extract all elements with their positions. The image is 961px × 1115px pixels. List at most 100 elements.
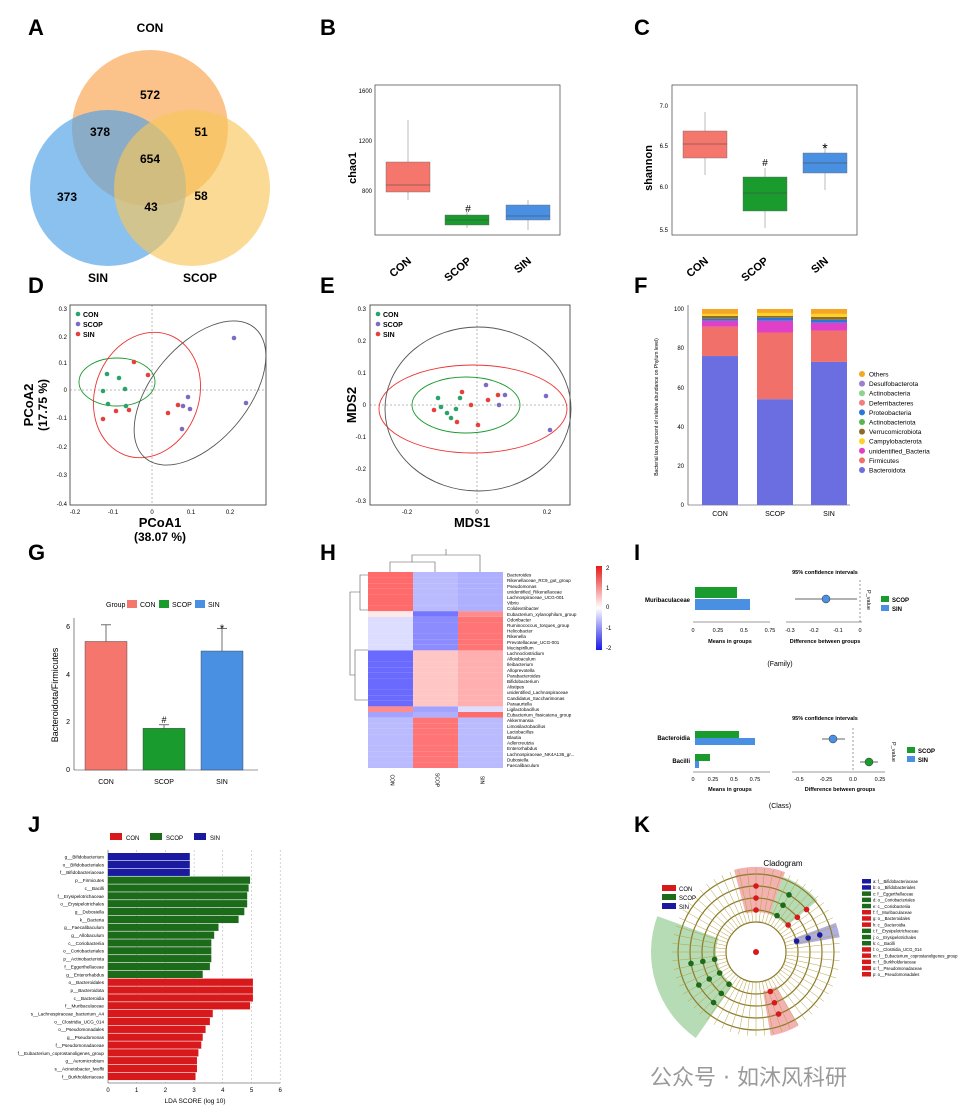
tick-label: 2: [66, 719, 70, 726]
panel-label-a: A: [28, 15, 44, 40]
venn-count: 58: [194, 189, 208, 203]
bar-segment: [702, 318, 738, 321]
tick-label: 800: [362, 189, 373, 195]
legend-label: SCOP: [83, 322, 103, 329]
heatmap-cell: [458, 633, 503, 640]
point-sin: [231, 335, 237, 341]
heatmap-cell: [368, 712, 413, 718]
point-sin: [180, 403, 186, 409]
x-tick-label: SCOP: [765, 511, 785, 518]
legend-label: m: f__Eubacterium_coprostanoligenes_grou…: [873, 953, 958, 958]
row-label: Lactobacillus: [507, 729, 534, 734]
heatmap-cell: [458, 751, 503, 757]
cladogram-branch: [781, 909, 829, 938]
point-con: [104, 371, 110, 377]
row-label: Limosilactobacillus: [507, 724, 546, 729]
heatmap-cell: [458, 572, 503, 578]
heatmap-cell: [368, 644, 413, 651]
tick-label: 5.5: [660, 228, 669, 234]
x-axis-label: MDS1: [454, 515, 490, 530]
heatmap-cell: [368, 656, 413, 662]
ellipse-scop: [93, 331, 201, 459]
bar-segment: [757, 309, 793, 313]
heatmap-cell: [413, 572, 458, 578]
x-tick-label: SIN: [512, 255, 534, 276]
significance-marker: #: [161, 715, 166, 725]
cladogram-branch: [713, 879, 742, 927]
ellipse-con: [411, 376, 521, 434]
row-label: p__Actinobacteriota: [63, 957, 104, 962]
tick-label: 0.2: [59, 335, 68, 341]
legend-label: d: o__Coriobacteriales: [873, 898, 915, 903]
bar-sin: [200, 650, 244, 771]
cladogram-node: [688, 960, 694, 967]
row-label: Faecalibaculum: [507, 763, 539, 768]
point-scop: [495, 392, 501, 398]
point-sin: [243, 400, 249, 406]
tick-label: 0.1: [59, 361, 68, 367]
heatmap-cell: [458, 616, 503, 623]
heatmap-cell: [413, 728, 458, 735]
cladogram-branch: [699, 889, 737, 930]
tick-label: 5: [250, 1088, 254, 1094]
heatmap-cell: [368, 678, 413, 684]
heatmap-cell: [368, 728, 413, 735]
heatmap-cell: [368, 622, 413, 628]
cladogram-branch: [775, 974, 813, 1015]
heatmap-cell: [413, 740, 458, 746]
cladogram-node: [786, 892, 792, 898]
venn-label-sin: SIN: [88, 271, 108, 285]
tick-label: 4: [221, 1088, 225, 1094]
row-label: c__Coriobacteriia: [68, 941, 104, 946]
legend-swatch-con: [127, 600, 137, 608]
y-axis-label: MDS2: [344, 387, 359, 423]
row-label: s__Acinetobacter_lwoffii: [55, 1066, 104, 1071]
x-tick-label: SIN: [216, 779, 228, 786]
row-label: k__Bacteria: [80, 917, 105, 922]
x-tick-label: SCOP: [154, 779, 174, 786]
row-label: Ligilactobacillus: [507, 707, 540, 712]
bar-segment: [702, 326, 738, 357]
lda-bar: [108, 939, 212, 947]
heatmap-cell: [458, 583, 503, 589]
legend-swatch: [859, 447, 865, 454]
legend-swatch-con: [75, 311, 81, 317]
heatmap-cell: [368, 756, 413, 763]
bar-con: [84, 641, 128, 771]
legend-label: b: o__Bifidobacteriales: [873, 885, 915, 890]
heatmap-cell: [368, 762, 413, 768]
heatmap-cell: [458, 639, 503, 645]
heatmap-cell: [368, 695, 413, 701]
panel-label-h: H: [320, 540, 336, 565]
lda-bar: [108, 1072, 196, 1081]
point-con: [438, 404, 444, 410]
axis-label: Difference between groups: [790, 639, 861, 645]
significance-marker: #: [762, 158, 768, 169]
point-sin: [543, 393, 549, 399]
bar-scop: [695, 587, 737, 598]
heatmap-cell: [458, 672, 503, 679]
tick-label: -0.1: [57, 416, 68, 422]
heatmap-cell: [413, 756, 458, 763]
bar-scop: [695, 754, 710, 761]
cladogram-node: [771, 999, 778, 1006]
tick-label: 0.25: [875, 777, 886, 783]
panel-label-k: K: [634, 812, 650, 837]
cladogram-branch: [729, 980, 747, 1032]
cladogram-branch: [761, 869, 774, 923]
legend-label: SCOP: [172, 602, 192, 609]
legend-label: j: o__Erysipelotrichales: [872, 935, 916, 940]
bar-segment: [811, 361, 847, 505]
legend-swatch-scop: [662, 894, 676, 900]
tick-label: -0.1: [833, 628, 842, 634]
row-label: Ruminococcus_torques_group: [507, 623, 570, 628]
taxon-level-label: (Class): [769, 803, 791, 810]
tick-label: -0.3: [785, 628, 794, 634]
legend-label: Deferribacteres: [869, 400, 914, 407]
bar-segment: [811, 309, 847, 314]
legend-swatch-scop: [75, 321, 81, 327]
point-con: [105, 401, 111, 407]
ellipse-sin: [384, 326, 572, 492]
legend-swatch-scop: [375, 321, 381, 327]
